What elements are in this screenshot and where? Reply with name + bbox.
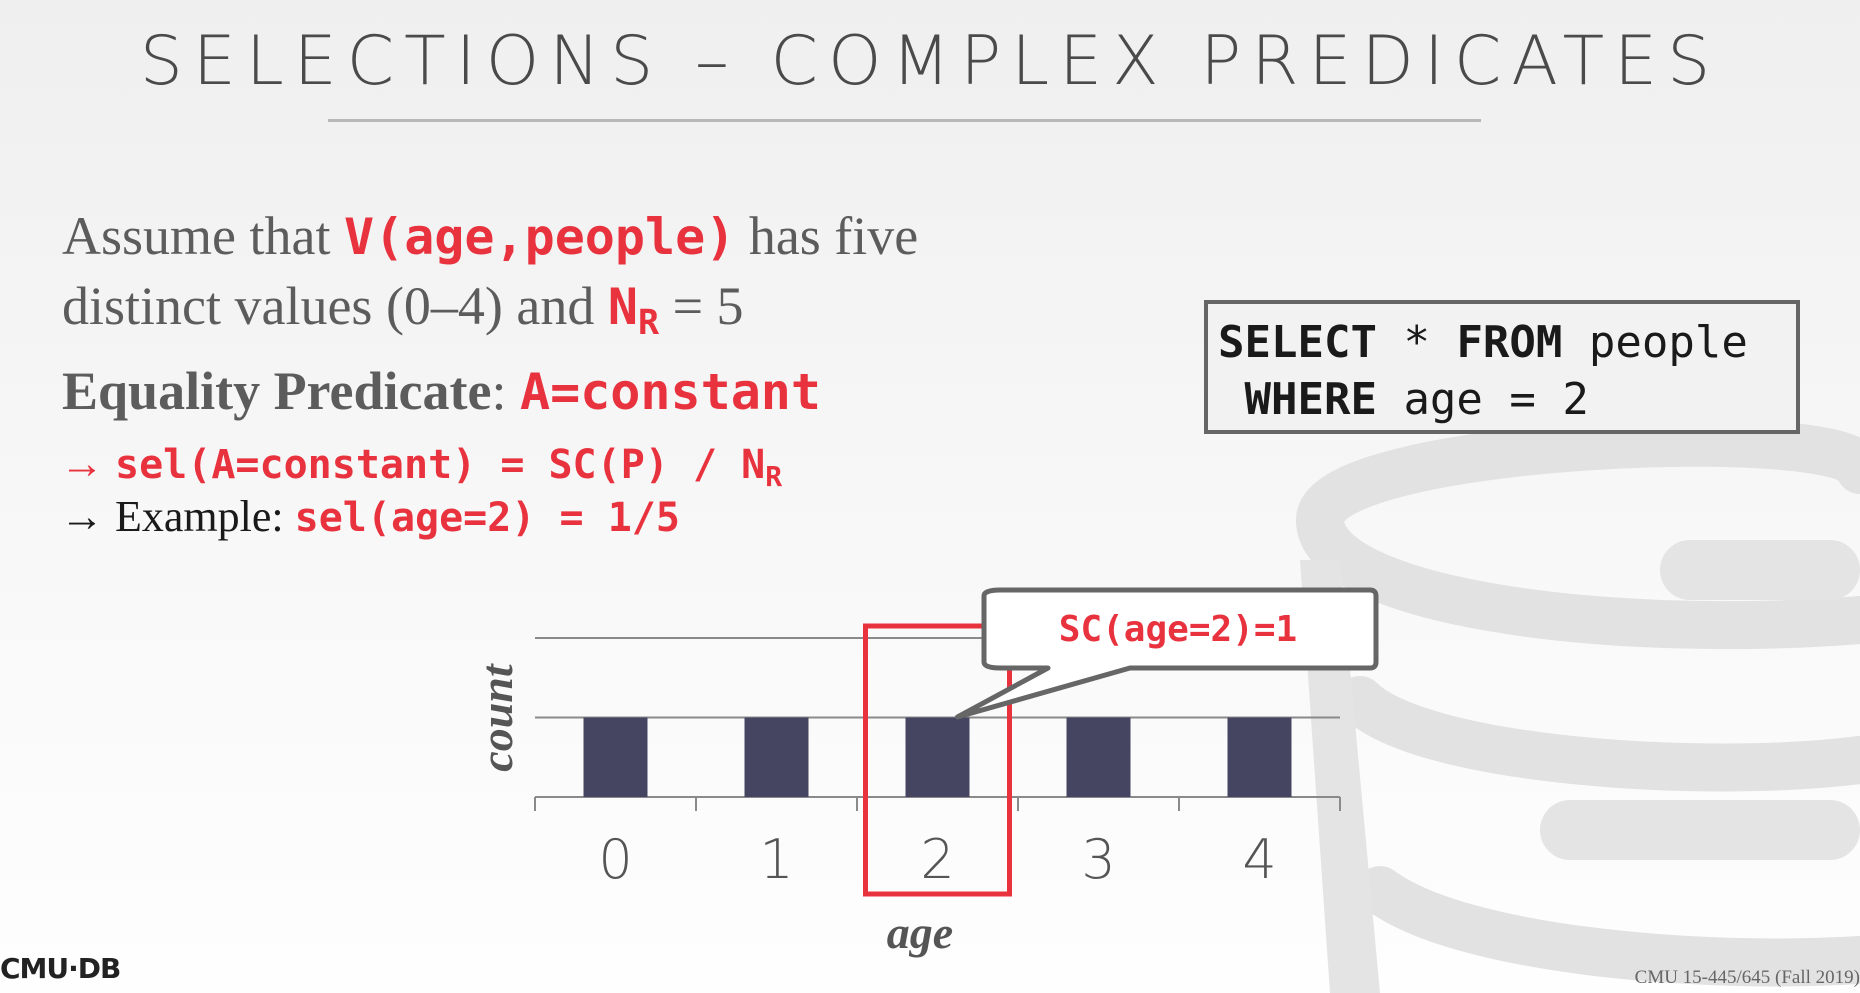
x-axis-label: age <box>887 907 953 958</box>
highlight-box <box>863 623 1012 897</box>
equality-predicate-code: A=constant <box>519 363 822 421</box>
assumption-line-2: distinct values (0–4) and NR = 5 <box>62 275 744 343</box>
sql-from-keyword: FROM <box>1456 317 1563 368</box>
course-footer: CMU 15-445/645 (Fall 2019) <box>1634 967 1860 988</box>
example-value: 1/5 <box>607 495 680 541</box>
nr-symbol: NR <box>607 278 660 343</box>
title-underline <box>328 119 1481 122</box>
x-tick-label-3: 3 <box>1081 828 1115 891</box>
example-label: Example: <box>115 492 295 541</box>
callout-text: SC(age=2)=1 <box>1059 609 1297 650</box>
x-tick-label-0: 0 <box>598 828 632 891</box>
bar-3 <box>1066 717 1131 797</box>
x-tick-label-4: 4 <box>1242 828 1276 891</box>
sql-where-keyword: WHERE <box>1244 374 1377 425</box>
y-axis-label: count <box>471 663 522 772</box>
sql-select-keyword: SELECT <box>1218 317 1377 368</box>
assumption-text-end: has five <box>735 206 919 266</box>
nr-value: = 5 <box>659 276 744 336</box>
sql-condition: age = 2 <box>1376 374 1589 425</box>
x-tick-label-2: 2 <box>920 828 954 891</box>
distinct-values-text: distinct values (0–4) and <box>62 276 608 336</box>
example-code: sel(age=2) <box>294 495 536 541</box>
arrow-icon: → <box>60 492 115 541</box>
bar-2 <box>905 717 970 797</box>
bar-4 <box>1227 717 1292 797</box>
callout-bubble <box>955 587 1379 720</box>
arrow-icon: → <box>60 439 115 488</box>
bar-0 <box>583 717 648 797</box>
sql-query-box: SELECT * FROM people WHERE age = 2 <box>1204 300 1800 434</box>
equality-predicate-heading: Equality Predicate: A=constant <box>62 361 822 421</box>
cmu-db-logo: CMU·DB <box>0 952 121 985</box>
x-tick-label-1: 1 <box>759 828 793 891</box>
v-age-people-code: V(age,people) <box>343 208 736 266</box>
example-bullet: → Example: sel(age=2) = 1/5 <box>60 492 680 541</box>
equality-predicate-label: Equality Predicate <box>62 361 492 421</box>
bar-1 <box>744 717 809 797</box>
assumption-line-1: Assume that V(age,people) has five <box>62 205 918 267</box>
assumption-text: Assume that <box>62 206 344 266</box>
selectivity-formula: sel(A=constant) = SC(P) / NR <box>115 442 783 493</box>
slide-title: SELECTIONS – COMPLEX PREDICATES <box>139 22 1721 101</box>
selectivity-formula-bullet: → sel(A=constant) = SC(P) / NR <box>60 438 782 493</box>
sql-table-name: people <box>1562 317 1748 368</box>
